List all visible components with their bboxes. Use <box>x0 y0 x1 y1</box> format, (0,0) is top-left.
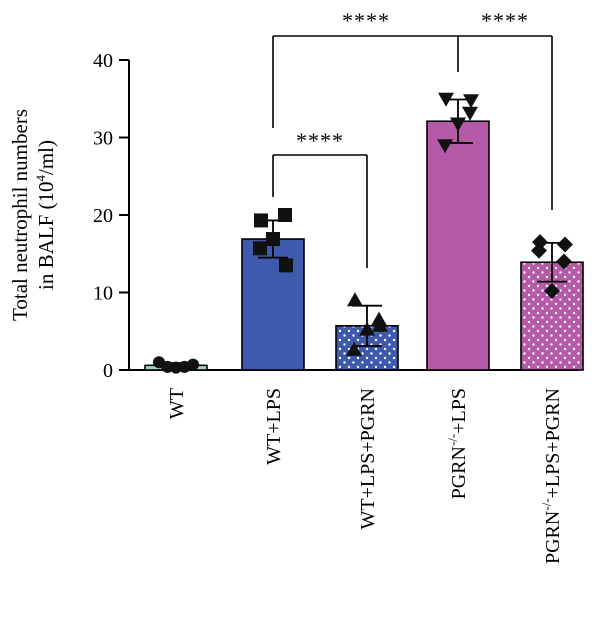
significance-brackets: **** **** **** <box>272 8 553 268</box>
x-category-label: PGRN-/-+LPS+PGRN <box>539 388 564 564</box>
data-point <box>279 258 293 273</box>
y-tick-label: 20 <box>93 205 113 227</box>
data-point <box>438 92 454 107</box>
x-axis-labels: WT WT+LPS WT+LPS+PGRN PGRN-/-+LPS PGRN-/-+LP… <box>166 388 564 564</box>
data-point <box>462 106 478 121</box>
bar-PGRN-/-+LPS <box>426 120 490 371</box>
x-category-label: WT+LPS+PGRN <box>357 388 379 529</box>
data-point <box>278 208 292 222</box>
y-tick-label: 30 <box>93 128 113 150</box>
data-point <box>450 117 466 132</box>
x-category-label: PGRN-/-+LPS <box>445 388 470 499</box>
data-point <box>346 341 362 356</box>
data-point <box>347 292 363 307</box>
data-point <box>253 241 267 256</box>
data-point <box>187 358 199 371</box>
bar-WT+LPS <box>241 238 305 371</box>
data-point <box>437 139 453 154</box>
data-point <box>254 213 268 228</box>
data-point <box>556 253 572 270</box>
y-ticks: 0 10 20 30 40 <box>93 50 129 382</box>
data-point <box>544 282 560 299</box>
data-point <box>531 242 547 259</box>
bar-WT+LPS+PGRN <box>335 325 399 371</box>
axes <box>128 60 578 371</box>
data-point <box>557 236 573 253</box>
significance-label: **** <box>481 8 529 33</box>
data-point <box>463 94 479 109</box>
significance-label: **** <box>296 128 344 153</box>
data-point <box>266 232 280 247</box>
significance-label: **** <box>342 8 390 33</box>
data-point <box>359 321 375 336</box>
x-category-label: WT <box>166 388 188 419</box>
y-axis-title-line2: in BALF (104/ml) <box>33 140 58 290</box>
data-point <box>372 317 388 332</box>
y-axis-title: Total neutrophil numbers in BALF (104/ml… <box>8 109 58 321</box>
y-tick-label: 0 <box>103 360 113 382</box>
data-points <box>153 92 573 374</box>
data-point <box>371 311 387 326</box>
y-axis-title-line1: Total neutrophil numbers <box>8 109 32 321</box>
y-tick-label: 10 <box>93 283 113 305</box>
y-tick-label: 40 <box>93 50 113 72</box>
x-category-label: WT+LPS <box>263 388 285 465</box>
